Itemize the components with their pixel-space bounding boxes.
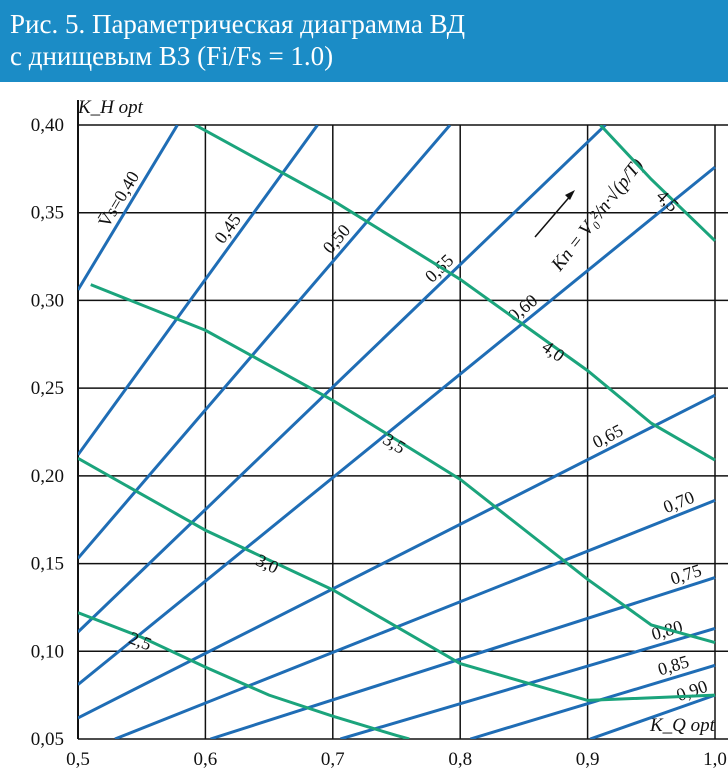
series-label: 0,65 bbox=[589, 420, 626, 452]
series-label: 0,55 bbox=[421, 250, 458, 286]
y-axis-label: K_H opt bbox=[77, 97, 144, 118]
series-line bbox=[78, 125, 319, 456]
series-line bbox=[599, 125, 717, 242]
x-tick-label: 0,5 bbox=[66, 749, 90, 770]
x-tick-label: 0,6 bbox=[194, 749, 218, 770]
y-tick-label: 0,15 bbox=[31, 554, 64, 575]
series-line bbox=[589, 693, 716, 739]
y-tick-label: 0,20 bbox=[31, 466, 64, 487]
y-tick-label: 0,05 bbox=[31, 729, 64, 750]
series-line bbox=[78, 165, 716, 686]
x-tick-label: 0,8 bbox=[448, 749, 472, 770]
x-tick-label: 0,7 bbox=[321, 749, 345, 770]
y-tick-label: 0,30 bbox=[31, 290, 64, 311]
series-label: 0,90 bbox=[674, 676, 710, 705]
chart-subtitle: с днищевым ВЗ (Fi/Fs = 1.0) bbox=[10, 41, 334, 71]
series-line bbox=[78, 125, 607, 634]
series-label: 4,5 bbox=[653, 186, 683, 216]
y-tick-label: 0,10 bbox=[31, 641, 64, 662]
series-line bbox=[78, 125, 452, 560]
x-axis-label: K_Q opt bbox=[649, 715, 716, 736]
series-line bbox=[469, 663, 716, 739]
series-line bbox=[78, 611, 410, 739]
series-label: 0,70 bbox=[660, 487, 697, 517]
x-tick-label: 1,0 bbox=[703, 749, 727, 770]
annotation: Kn = V₀²/n·√(p/T) bbox=[547, 155, 648, 276]
y-tick-label: 0,25 bbox=[31, 378, 64, 399]
header: Рис. 5. Параметрическая диаграмма ВД с д… bbox=[0, 0, 728, 82]
series-line bbox=[90, 283, 716, 644]
arrow-head bbox=[565, 190, 575, 200]
series-line bbox=[78, 125, 179, 291]
series-label: 0,60 bbox=[504, 290, 541, 325]
x-tick-label: 0,9 bbox=[576, 749, 600, 770]
series-label: 0,45 bbox=[210, 210, 245, 247]
chart-title: Рис. 5. Параметрическая диаграмма ВД bbox=[10, 9, 465, 39]
series-line bbox=[78, 457, 716, 702]
chart: 0,5 0,6 0,7 0,8 0,9 1,0 0,05 0,10 0,15 0,20 0,25 0,… bbox=[31, 97, 728, 770]
series-line bbox=[194, 125, 716, 462]
series-line bbox=[78, 393, 716, 720]
series-label: 0,50 bbox=[319, 220, 355, 257]
series-line bbox=[114, 499, 716, 739]
series-line bbox=[210, 576, 716, 739]
y-tick-label: 0,35 bbox=[31, 203, 64, 224]
series-label: 4,0 bbox=[538, 336, 568, 365]
y-tick-label: 0,40 bbox=[31, 115, 64, 136]
arrow bbox=[534, 193, 573, 238]
